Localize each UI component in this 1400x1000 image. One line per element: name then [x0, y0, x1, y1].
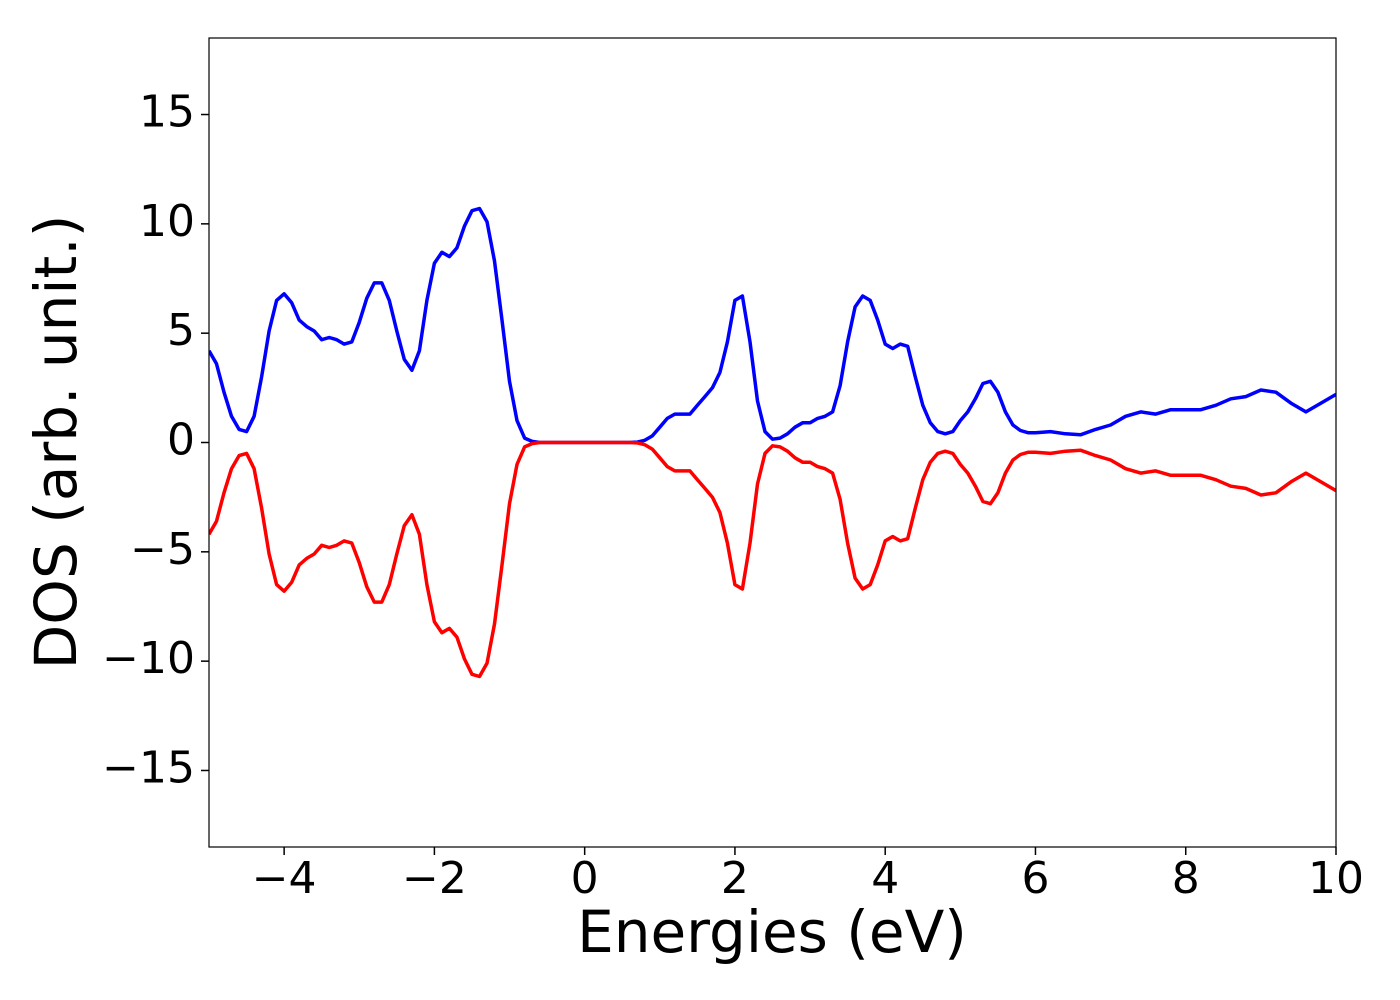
x-tick-label: 10 [1308, 853, 1364, 904]
y-tick-label: −15 [102, 742, 195, 793]
y-tick-label: 15 [139, 87, 195, 138]
x-tick-label: 0 [571, 853, 599, 904]
x-axis-label: Energies (eV) [577, 898, 967, 966]
y-tick-label: −10 [102, 633, 195, 684]
x-tick-label: 2 [721, 853, 749, 904]
plot-frame [208, 37, 1337, 848]
x-tick-label: 4 [871, 853, 899, 904]
y-tick-label: 0 [167, 415, 195, 466]
x-tick-label: −4 [252, 853, 317, 904]
data-line [209, 206, 1336, 445]
y-axis-label: DOS (arb. unit.) [22, 215, 90, 670]
x-tick-label: 6 [1021, 853, 1049, 904]
x-tick-label: 8 [1172, 853, 1200, 904]
y-tick-label: −5 [130, 524, 195, 575]
x-tick-label: −2 [402, 853, 467, 904]
y-tick-label: 10 [139, 196, 195, 247]
data-line [209, 440, 1336, 679]
y-tick-label: 5 [167, 305, 195, 356]
